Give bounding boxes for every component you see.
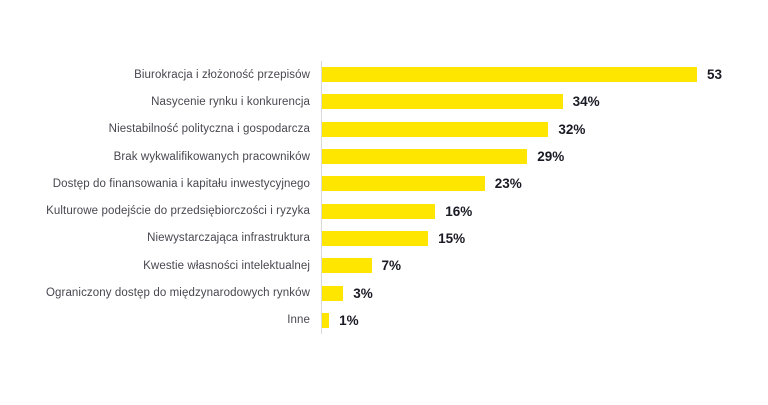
bar-track: 29% <box>321 142 768 171</box>
bar-track: 1% <box>321 306 768 334</box>
bar-label: Inne <box>287 314 310 327</box>
bar-row: Kwestie własności intelektualnej 7% <box>0 252 768 280</box>
bar-row: Kulturowe podejście do przedsiębiorczośc… <box>0 197 768 225</box>
bar <box>322 203 436 219</box>
bar <box>322 67 697 83</box>
bar-value: 29% <box>537 149 565 165</box>
bar <box>322 176 485 192</box>
bar-track: 32% <box>321 115 768 143</box>
bar-row: Niewystarczająca infrastruktura 15% <box>0 224 768 253</box>
bar-track: 3% <box>321 279 768 307</box>
bar-row: Inne 1% <box>0 306 768 334</box>
bar-label: Niewystarczająca infrastruktura <box>147 232 310 245</box>
bar-label: Dostęp do finansowania i kapitału inwest… <box>52 177 310 190</box>
bar-label: Biurokracja i złożoność przepisów <box>134 68 310 81</box>
bar <box>322 312 330 328</box>
bar-track: 15% <box>321 224 768 253</box>
bar-row: Niestabilność polityczna i gospodarcza 3… <box>0 115 768 143</box>
bar-value: 1% <box>339 312 359 328</box>
bar-row: Brak wykwalifikowanych pracowników 29% <box>0 142 768 171</box>
bar-value: 7% <box>381 258 402 274</box>
bar-track: 16% <box>321 197 768 225</box>
bar-value: 15% <box>438 230 466 246</box>
bar <box>322 230 429 246</box>
bar <box>322 285 344 301</box>
bar-value: 53 <box>707 67 723 83</box>
bar-label: Brak wykwalifikowanych pracowników <box>113 150 310 163</box>
bar <box>322 258 372 274</box>
bar-track: 7% <box>321 252 768 280</box>
bar-label: Niestabilność polityczna i gospodarcza <box>108 123 310 136</box>
bar-label: Kulturowe podejście do przedsiębiorczośc… <box>46 205 310 218</box>
bar-value: 23% <box>494 176 522 192</box>
bar-track: 53 <box>321 61 768 89</box>
bar-row: Ograniczony dostęp do międzynarodowych r… <box>0 279 768 307</box>
bar <box>322 121 549 137</box>
bar-track: 34% <box>321 88 768 116</box>
bar-label: Nasycenie rynku i konkurencja <box>151 95 310 108</box>
bar-row: Nasycenie rynku i konkurencja 34% <box>0 88 768 116</box>
bar-chart: Biurokracja i złożoność przepisów 53 Nas… <box>0 61 768 334</box>
bar-value: 32% <box>558 121 586 137</box>
bar-value: 16% <box>445 203 473 219</box>
bar-row: Biurokracja i złożoność przepisów 53 <box>0 61 768 89</box>
bar <box>322 149 528 165</box>
bar <box>322 94 563 110</box>
bar-label: Ograniczony dostęp do międzynarodowych r… <box>45 287 310 300</box>
bar-value: 3% <box>353 285 373 301</box>
bar-row: Dostęp do finansowania i kapitału inwest… <box>0 170 768 198</box>
bar-track: 23% <box>321 170 768 198</box>
bar-label: Kwestie własności intelektualnej <box>143 259 310 272</box>
bar-value: 34% <box>572 94 600 110</box>
